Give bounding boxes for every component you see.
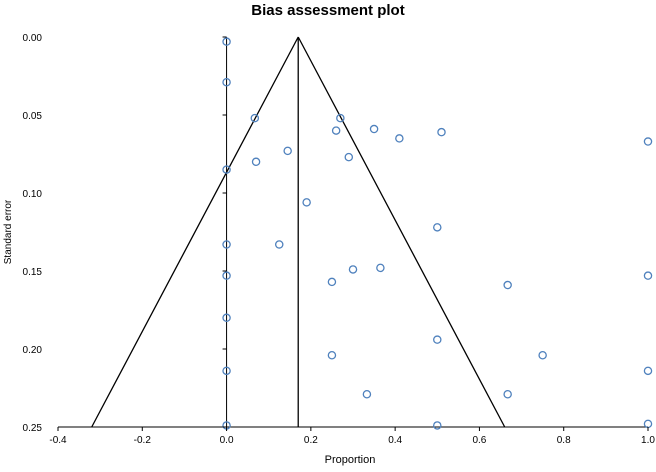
data-point <box>643 366 653 376</box>
data-point <box>302 198 311 207</box>
ticks-layer: -0.4 -0.2 0.0 0.2 0.4 0.6 0.8 1.0 0.00 0.05 0.10 0.… <box>23 33 656 446</box>
data-point <box>222 77 231 87</box>
data-point <box>503 389 512 399</box>
data-point <box>538 350 547 360</box>
y-tick-label: 0.15 <box>23 267 43 278</box>
x-tick-label: 0.8 <box>557 435 571 446</box>
y-tick-label: 0.05 <box>23 111 43 122</box>
x-tick-label: -0.4 <box>49 435 67 446</box>
data-point <box>437 127 446 137</box>
x-tick-label: 0.4 <box>388 435 402 446</box>
y-tick-label: 0.10 <box>23 189 43 200</box>
x-tick-label: 0.0 <box>220 435 234 446</box>
data-point <box>376 263 385 273</box>
data-point <box>643 271 653 280</box>
data-point <box>369 124 379 134</box>
funnel-left-line <box>91 36 299 428</box>
x-axis-label: Proportion <box>325 454 376 466</box>
x-tick-label: -0.2 <box>134 435 152 446</box>
data-point <box>348 265 358 274</box>
data-point <box>250 113 260 123</box>
data-point <box>327 277 337 287</box>
y-tick-label: 0.00 <box>23 33 43 44</box>
funnel-right-line <box>297 36 506 428</box>
data-point <box>251 157 261 167</box>
data-point <box>222 366 231 376</box>
data-point <box>433 421 442 430</box>
data-point <box>222 240 231 249</box>
data-point <box>222 37 231 46</box>
data-point <box>331 126 341 135</box>
data-point <box>274 240 284 249</box>
x-tick-label: 1.0 <box>641 435 655 446</box>
data-point <box>283 146 292 156</box>
chart-title: Bias assessment plot <box>251 2 405 19</box>
x-tick-label: 0.6 <box>472 435 486 446</box>
y-tick-label: 0.25 <box>23 423 43 434</box>
y-tick-label: 0.20 <box>23 345 43 356</box>
data-point <box>344 152 354 162</box>
axes-layer <box>58 37 648 428</box>
x-tick-label: 0.2 <box>304 435 318 446</box>
data-point <box>327 350 337 360</box>
points-layer <box>222 37 653 430</box>
funnel-layer <box>91 36 506 428</box>
data-point <box>503 280 512 290</box>
data-point <box>222 313 231 323</box>
data-point <box>643 419 653 429</box>
data-point <box>433 223 442 232</box>
data-point <box>643 137 653 146</box>
data-point <box>433 335 442 344</box>
data-point <box>362 389 372 399</box>
data-point <box>395 134 404 143</box>
data-point <box>222 271 231 280</box>
data-point <box>222 165 231 174</box>
data-point <box>336 113 345 123</box>
y-axis-label: Standard error <box>3 199 14 264</box>
